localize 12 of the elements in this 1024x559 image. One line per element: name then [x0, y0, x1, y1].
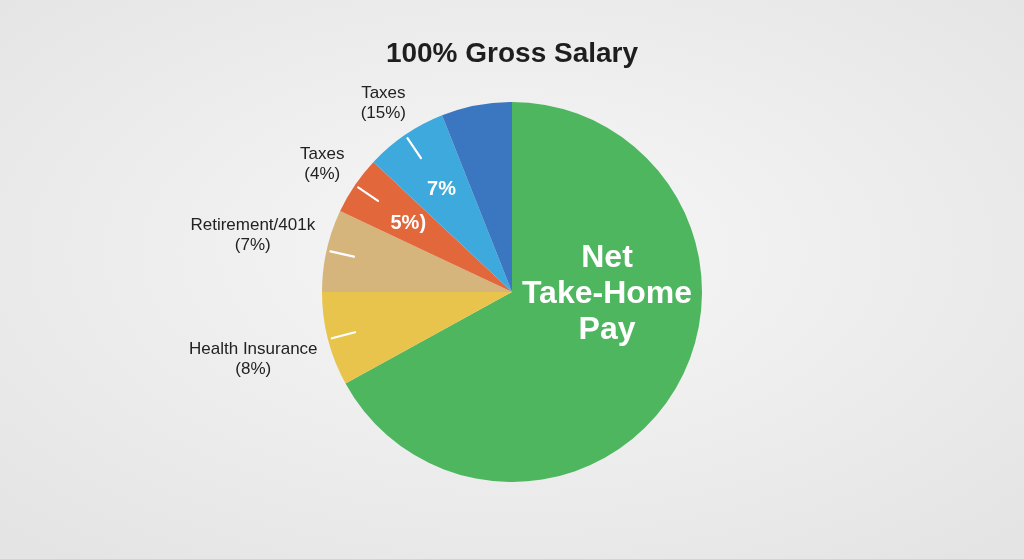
data-label: 7% [427, 177, 457, 200]
slice-label: Net Take-Home Pay [521, 238, 693, 346]
pie-slice [345, 102, 702, 482]
chart-title: 100% Gross Salary [385, 37, 639, 68]
slice-label: Health Insurance (8%) [189, 338, 318, 378]
pie-slice [322, 292, 512, 384]
slice-label: Retirement/401k (7%) [190, 214, 316, 254]
pie-slice [322, 211, 512, 292]
slice-label: Taxes (4%) [300, 143, 345, 183]
data-label: 5%) [390, 210, 427, 233]
slice-label: Taxes (15%) [360, 83, 407, 123]
pie-slice [340, 161, 512, 292]
